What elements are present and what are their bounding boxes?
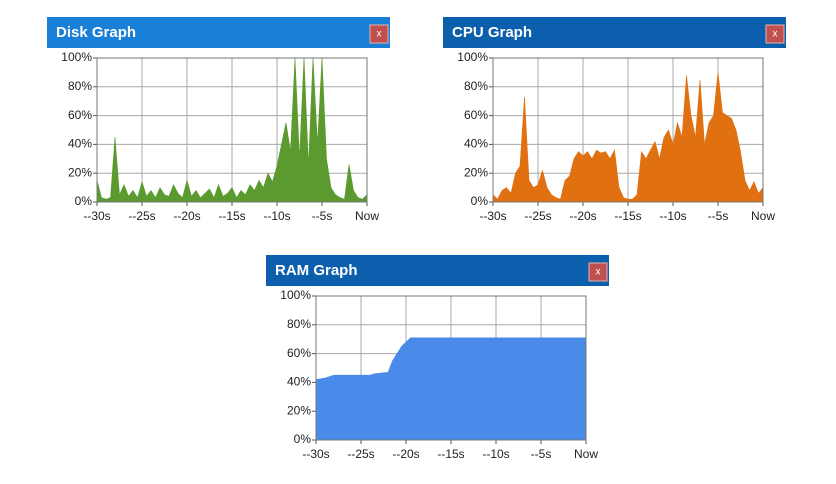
close-label: x xyxy=(773,29,778,40)
y-tick-label: 20% xyxy=(287,403,311,417)
x-tick-label: --20s xyxy=(173,209,200,223)
x-tick-label: --20s xyxy=(392,447,419,461)
graph-window: CPU Graph x 0% 20% 40% 60% 80% 100% --30s --25s --… xyxy=(443,17,786,223)
window-title: Disk Graph xyxy=(56,24,136,41)
y-tick-label: 60% xyxy=(287,346,311,360)
y-tick-label: 100% xyxy=(61,50,92,64)
close-label: x xyxy=(596,267,601,278)
x-tick-label: Now xyxy=(574,447,598,461)
y-tick-label: 80% xyxy=(287,317,311,331)
y-tick-label: 80% xyxy=(68,79,92,93)
area xyxy=(96,57,368,203)
y-tick-label: 40% xyxy=(464,137,488,151)
area xyxy=(492,72,764,203)
x-tick-label: Now xyxy=(355,209,379,223)
x-tick-label: --15s xyxy=(614,209,641,223)
plot-border xyxy=(315,295,587,441)
header xyxy=(443,17,786,48)
x-tick-label: --30s xyxy=(83,209,110,223)
y-tick-label: 40% xyxy=(68,137,92,151)
x-tick-label: --5s xyxy=(708,209,729,223)
y-tick-label: 100% xyxy=(457,50,488,64)
graph-window: Disk Graph x 0% 20% 40% 60% 80% 100% --30s --25s -… xyxy=(47,17,390,223)
close-button[interactable] xyxy=(765,24,785,44)
x-tick-label: --25s xyxy=(524,209,551,223)
x-tick-label: --15s xyxy=(437,447,464,461)
y-tick-label: 0% xyxy=(294,432,312,446)
y-tick-label: 0% xyxy=(75,194,93,208)
x-tick-label: --5s xyxy=(312,209,333,223)
y-tick-label: 20% xyxy=(68,165,92,179)
x-tick-label: --5s xyxy=(531,447,552,461)
window-title: CPU Graph xyxy=(452,24,532,41)
close-button[interactable] xyxy=(588,262,608,282)
x-tick-label: --25s xyxy=(128,209,155,223)
y-tick-label: 60% xyxy=(464,108,488,122)
x-tick-label: --30s xyxy=(479,209,506,223)
y-tick-label: 60% xyxy=(68,108,92,122)
plot-border xyxy=(492,57,764,203)
x-tick-label: Now xyxy=(751,209,775,223)
x-tick-label: --10s xyxy=(263,209,290,223)
y-tick-label: 100% xyxy=(280,288,311,302)
close-label: x xyxy=(377,29,382,40)
x-tick-label: --15s xyxy=(218,209,245,223)
close-button[interactable] xyxy=(369,24,389,44)
x-tick-label: --25s xyxy=(347,447,374,461)
x-tick-label: --10s xyxy=(659,209,686,223)
y-tick-label: 80% xyxy=(464,79,488,93)
plot-border xyxy=(96,57,368,203)
y-tick-label: 20% xyxy=(464,165,488,179)
window-title: RAM Graph xyxy=(275,262,358,279)
graph-window: RAM Graph x 0% 20% 40% 60% 80% 100% --30s --25s --… xyxy=(266,255,609,461)
header xyxy=(266,255,609,286)
x-tick-label: --30s xyxy=(302,447,329,461)
y-tick-label: 0% xyxy=(471,194,489,208)
header xyxy=(47,17,390,48)
y-tick-label: 40% xyxy=(287,375,311,389)
x-tick-label: --10s xyxy=(482,447,509,461)
x-tick-label: --20s xyxy=(569,209,596,223)
